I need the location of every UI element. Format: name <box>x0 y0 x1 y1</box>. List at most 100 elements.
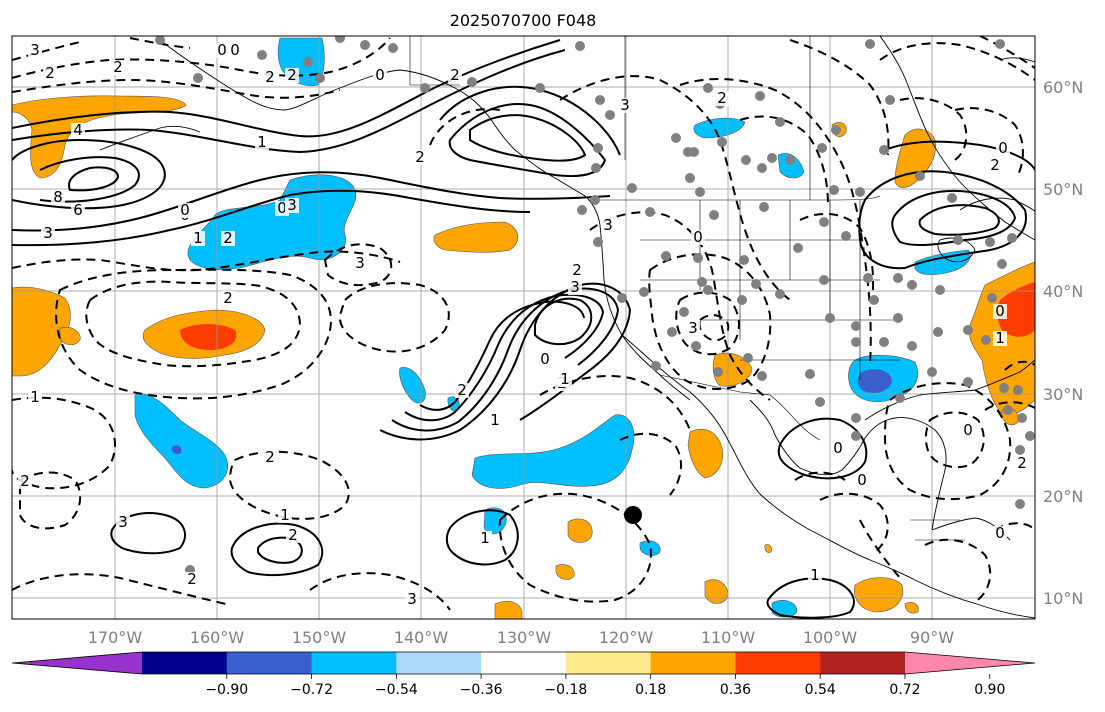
lat-label: 10°N <box>1043 589 1083 608</box>
contour-label-bg <box>116 515 130 530</box>
shade-orange-east-pacific-3 <box>494 600 523 619</box>
shade-blue-tropical-east-pacific <box>471 414 635 489</box>
colorbar-segment <box>735 652 821 674</box>
shade-orange-central-america <box>854 577 904 613</box>
contour-label: 2 <box>450 66 460 84</box>
lon-label: 120°W <box>599 628 654 647</box>
colorbar-segment <box>481 652 567 674</box>
shade-blue-central-pacific-core <box>171 445 182 455</box>
contour-label-bg <box>405 592 419 607</box>
contour-label-bg <box>715 91 729 106</box>
colorbar-tick-label: −0.72 <box>290 682 333 698</box>
contour-label-bg <box>961 423 975 438</box>
contour-label-bg <box>996 141 1010 156</box>
contour-label-bg <box>185 572 199 587</box>
contour-label: 2 <box>717 89 727 107</box>
contour-label: 2 <box>45 64 55 82</box>
contour-label-bg <box>43 66 57 81</box>
contour-label: 2 <box>113 58 123 76</box>
shade-blue-gulf-mexico-core <box>857 369 892 394</box>
lat-label: 60°N <box>1043 78 1083 97</box>
colorbar-tick-label: 0.36 <box>720 682 751 698</box>
contour-label-bg <box>538 352 552 367</box>
colorbar-segment <box>565 652 652 674</box>
contour-label-bg <box>178 203 192 218</box>
colorbar: −0.90 −0.72 −0.54 −0.36 −0.18 0.18 0.36 0.54 0.7… <box>11 651 1036 698</box>
shade-blue-small-5 <box>777 153 805 179</box>
contour-label-bg <box>215 43 229 58</box>
contour-label-bg <box>448 68 462 83</box>
contour-label-bg <box>71 123 85 138</box>
contour-label-bg <box>285 198 299 213</box>
contour-label-bg <box>221 291 235 306</box>
contour-label-bg <box>488 413 502 428</box>
shaded-anomaly-layer <box>12 37 1035 619</box>
longitude-labels: 170°W 160°W 150°W 140°W 130°W 120°W 110°… <box>88 628 954 647</box>
contour-label: 1 <box>193 229 203 247</box>
contour-label-bg <box>28 390 42 405</box>
shade-red-east-coast <box>997 282 1035 337</box>
contour-label-bg <box>455 383 469 398</box>
contour-label-bg <box>353 256 367 271</box>
contour-label: 2 <box>265 68 275 86</box>
contour-label: 1 <box>257 133 267 151</box>
contour-label: 0 <box>963 421 973 439</box>
contour-label: 1 <box>280 506 290 524</box>
shade-blue-central-pacific <box>134 393 228 489</box>
lon-label: 100°W <box>803 628 858 647</box>
contour-label-bg <box>993 526 1007 541</box>
contour-label: 2 <box>20 472 30 490</box>
contour-label-bg <box>691 230 705 245</box>
contour-label: 0 <box>180 201 190 219</box>
colorbar-segment <box>820 652 906 674</box>
latitude-labels: 60°N 50°N 40°N 30°N 20°N 10°N <box>1043 78 1083 608</box>
shade-orange-baja <box>687 428 723 479</box>
contour-label-bg <box>263 70 277 85</box>
contour-label: 3 <box>603 216 613 234</box>
contour-label-bg <box>618 98 632 113</box>
shade-orange-off-california <box>433 221 518 253</box>
contour-label-bg <box>831 441 845 456</box>
colorbar-segment <box>396 652 482 674</box>
contour-label: 2 <box>1017 454 1027 472</box>
colorbar-tick-label: 0.18 <box>635 682 666 698</box>
contour-label: 2 <box>457 381 467 399</box>
colorbar-segment <box>311 652 397 674</box>
black-dot-marker <box>624 506 642 524</box>
lon-label: 160°W <box>190 628 245 647</box>
colorbar-outline <box>11 651 1036 675</box>
contour-label: 1 <box>490 411 500 429</box>
lat-label: 50°N <box>1043 180 1083 199</box>
contour-label: 1 <box>30 388 40 406</box>
contour-label-bg <box>228 43 242 58</box>
contour-label: 0 <box>998 139 1008 157</box>
contour-label: 2 <box>415 148 425 166</box>
contour-label-bg <box>988 158 1002 173</box>
contour-label: 1 <box>995 329 1005 347</box>
lon-label: 130°W <box>497 628 552 647</box>
map-frame <box>11 35 1036 620</box>
contour-label-bg <box>285 68 299 83</box>
contour-label-bg <box>111 60 125 75</box>
contour-label-bg <box>255 135 269 150</box>
contour-label: 6 <box>73 201 83 219</box>
contour-label: 2 <box>223 289 233 307</box>
contour-label: 0 <box>693 228 703 246</box>
contour-label-bg <box>191 231 205 246</box>
contour-label: 2 <box>287 66 297 84</box>
positive-contours <box>12 39 1035 619</box>
contour-label: 0 <box>217 41 227 59</box>
contour-label: 2 <box>288 526 298 544</box>
station-dots <box>155 36 1035 575</box>
contour-label: 8 <box>53 188 63 206</box>
shade-orange-east-pacific-2 <box>555 564 575 580</box>
shade-red-subtropical-pacific <box>180 324 237 350</box>
contour-label: 1 <box>560 370 570 388</box>
contour-label: 3 <box>287 196 297 214</box>
contour-label: 3 <box>43 224 53 242</box>
colorbar-tick-label: 0.90 <box>974 682 1005 698</box>
lon-label: 170°W <box>88 628 143 647</box>
contour-labels: 3220002332241203863012203233200221201131… <box>18 41 1029 608</box>
contour-label-bg <box>478 531 492 546</box>
